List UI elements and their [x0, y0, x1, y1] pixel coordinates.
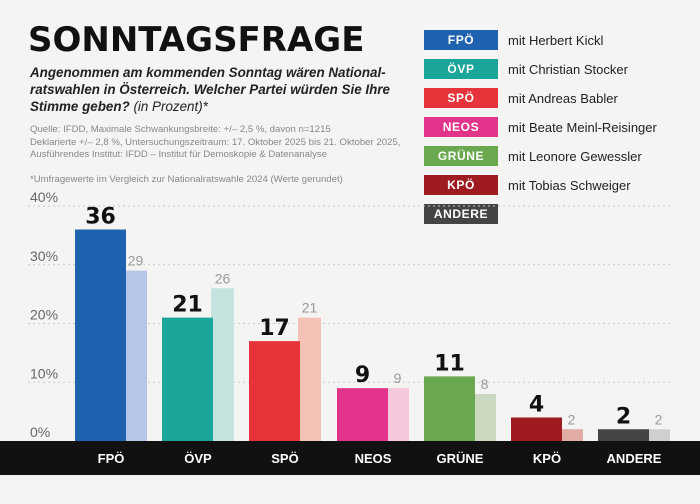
footnote: *Umfragewerte im Vergleich zur Nationalr… — [30, 174, 343, 185]
page-title: SONNTAGSFRAGE — [28, 20, 365, 60]
main-bar — [598, 429, 649, 441]
legend-item: GRÜNE mit Leonore Gewessler — [424, 146, 694, 166]
y-tick-label: 10% — [30, 365, 58, 381]
source-line: Deklarierte +/– 2,8 %, Untersuchungszeit… — [30, 136, 401, 148]
legend: FPÖ mit Herbert Kickl ÖVP mit Christian Sto… — [424, 30, 694, 233]
comparison-label: 8 — [481, 376, 489, 392]
y-tick-label: 40% — [30, 189, 58, 205]
x-tick-label: ANDERE — [607, 451, 662, 466]
main-bar — [424, 376, 475, 441]
legend-badge: KPÖ — [424, 175, 498, 195]
x-tick-label: GRÜNE — [437, 451, 484, 466]
main-bar — [249, 341, 300, 441]
y-tick-label: 0% — [30, 424, 50, 440]
data-label: 4 — [529, 393, 544, 418]
source-info: Quelle: IFDD, Maximale Schwankungsbreite… — [30, 124, 420, 162]
main-bar — [162, 317, 213, 441]
comparison-label: 2 — [568, 411, 576, 427]
data-label: 9 — [355, 363, 370, 388]
comparison-label: 21 — [302, 300, 318, 316]
comparison-bar — [647, 429, 670, 441]
data-label: 2 — [616, 404, 631, 429]
main-bar — [337, 388, 388, 441]
legend-badge: ANDERE — [424, 204, 498, 224]
legend-item: KPÖ mit Tobias Schweiger — [424, 175, 694, 195]
legend-label: mit Andreas Babler — [508, 90, 618, 106]
comparison-label: 9 — [394, 370, 402, 386]
legend-item: ANDERE — [424, 204, 694, 224]
comparison-bar — [124, 270, 147, 441]
legend-item: ÖVP mit Christian Stocker — [424, 59, 694, 79]
y-tick-label: 30% — [30, 248, 58, 264]
legend-item: NEOS mit Beate Meinl-Reisinger — [424, 117, 694, 137]
comparison-bar — [386, 388, 409, 441]
data-label: 36 — [85, 205, 116, 230]
comparison-bar — [298, 317, 321, 441]
comparison-bar — [211, 288, 234, 441]
legend-label: mit Herbert Kickl — [508, 32, 604, 48]
data-label: 17 — [259, 316, 290, 341]
comparison-bar — [473, 394, 496, 441]
x-axis-band — [0, 441, 700, 475]
x-tick-label: SPÖ — [271, 451, 298, 466]
x-tick-label: ÖVP — [184, 451, 212, 466]
x-tick-label: FPÖ — [98, 451, 125, 466]
legend-item: FPÖ mit Herbert Kickl — [424, 30, 694, 50]
comparison-label: 2 — [655, 411, 663, 427]
y-tick-label: 20% — [30, 307, 58, 323]
legend-badge: GRÜNE — [424, 146, 498, 166]
legend-label: mit Leonore Gewessler — [508, 148, 642, 164]
subtitle-unit: (in Prozent)* — [133, 99, 208, 114]
legend-badge: ÖVP — [424, 59, 498, 79]
comparison-label: 29 — [128, 253, 144, 269]
source-line: Ausführendes Institut: IFDD – Institut f… — [30, 149, 328, 160]
comparison-label: 26 — [215, 270, 231, 286]
legend-badge: NEOS — [424, 117, 498, 137]
comparison-bar — [560, 429, 583, 441]
legend-badge: FPÖ — [424, 30, 498, 50]
legend-label: mit Tobias Schweiger — [508, 177, 631, 193]
source-line: Quelle: IFDD, Maximale Schwankungsbreite… — [30, 124, 331, 135]
legend-item: SPÖ mit Andreas Babler — [424, 88, 694, 108]
legend-label: mit Christian Stocker — [508, 61, 628, 77]
data-label: 11 — [434, 351, 465, 376]
legend-badge: SPÖ — [424, 88, 498, 108]
subtitle-question: Angenommen am kommenden Sonntag wären Na… — [30, 65, 390, 114]
main-bar — [511, 417, 562, 441]
main-bar — [75, 229, 126, 441]
data-label: 21 — [172, 293, 203, 318]
x-tick-label: KPÖ — [533, 451, 561, 466]
x-tick-label: NEOS — [355, 451, 392, 466]
chart-subtitle: Angenommen am kommenden Sonntag wären Na… — [30, 64, 420, 115]
legend-label: mit Beate Meinl-Reisinger — [508, 119, 657, 135]
